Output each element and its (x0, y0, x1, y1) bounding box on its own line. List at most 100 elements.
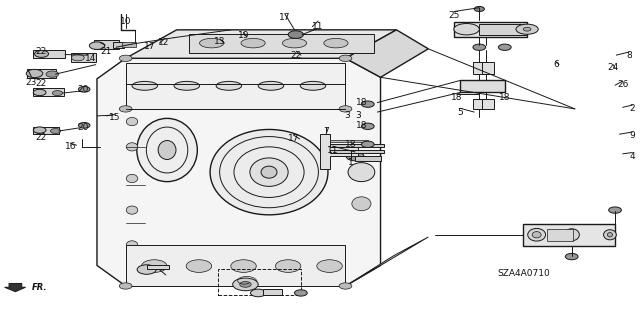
Text: 17: 17 (143, 42, 155, 51)
Circle shape (79, 86, 90, 92)
Ellipse shape (454, 24, 479, 35)
Text: FR.: FR. (32, 283, 47, 293)
Circle shape (250, 289, 266, 297)
Ellipse shape (300, 81, 326, 90)
Ellipse shape (564, 229, 579, 241)
Text: 12: 12 (158, 38, 170, 47)
Circle shape (79, 122, 90, 128)
Circle shape (33, 89, 46, 96)
Text: 10: 10 (120, 18, 131, 26)
Text: 1: 1 (348, 158, 353, 167)
Bar (330, 140, 368, 142)
Circle shape (90, 42, 104, 49)
Ellipse shape (174, 81, 200, 90)
Bar (27, 69, 56, 78)
Circle shape (609, 207, 621, 213)
Ellipse shape (126, 117, 138, 126)
Circle shape (26, 69, 43, 78)
Circle shape (473, 44, 486, 50)
Text: 4: 4 (629, 152, 635, 161)
Circle shape (339, 283, 352, 289)
Circle shape (339, 106, 352, 112)
Ellipse shape (528, 228, 545, 241)
Ellipse shape (158, 141, 176, 160)
Circle shape (46, 71, 59, 77)
Ellipse shape (524, 27, 531, 31)
Circle shape (119, 283, 132, 289)
Text: 8: 8 (626, 51, 632, 60)
Bar (479, 24, 527, 34)
Bar (523, 224, 615, 246)
Text: SZA4A0710: SZA4A0710 (497, 269, 550, 278)
Ellipse shape (324, 38, 348, 48)
Text: 18: 18 (451, 93, 463, 102)
Ellipse shape (126, 206, 138, 214)
Circle shape (33, 127, 46, 133)
Text: 22: 22 (35, 48, 47, 56)
Polygon shape (125, 30, 396, 58)
Bar (460, 80, 505, 93)
Ellipse shape (126, 174, 138, 182)
Circle shape (362, 123, 374, 130)
Ellipse shape (275, 260, 301, 272)
Text: 17: 17 (279, 13, 291, 22)
Text: 13: 13 (214, 37, 226, 46)
Text: 25: 25 (448, 11, 460, 20)
Text: 19: 19 (238, 31, 250, 40)
Ellipse shape (231, 260, 256, 272)
Text: 20: 20 (77, 123, 89, 132)
Text: 22: 22 (35, 133, 47, 142)
Text: 24: 24 (607, 63, 619, 72)
Ellipse shape (516, 24, 538, 34)
Ellipse shape (132, 81, 157, 90)
Bar (33, 127, 59, 134)
Text: 3: 3 (355, 111, 361, 120)
Circle shape (499, 44, 511, 50)
Ellipse shape (137, 118, 197, 182)
Ellipse shape (126, 143, 138, 151)
Bar (330, 150, 384, 153)
Circle shape (72, 55, 84, 61)
Text: 23: 23 (26, 78, 37, 87)
Bar (473, 62, 484, 74)
Text: 20: 20 (77, 85, 89, 94)
Bar (122, 42, 136, 47)
Bar (547, 229, 573, 241)
Bar (218, 269, 301, 295)
Circle shape (362, 101, 374, 107)
Bar (147, 265, 169, 269)
Circle shape (565, 253, 578, 260)
Text: 22: 22 (35, 79, 47, 88)
Text: 15: 15 (109, 113, 120, 122)
Ellipse shape (186, 260, 212, 272)
Bar (125, 245, 346, 286)
Ellipse shape (532, 232, 541, 238)
Bar (189, 33, 374, 53)
Text: 5: 5 (458, 108, 463, 116)
Polygon shape (97, 58, 381, 286)
Text: 17: 17 (287, 134, 299, 144)
Polygon shape (346, 30, 428, 77)
Ellipse shape (604, 230, 616, 240)
Bar (483, 62, 494, 74)
Bar (454, 22, 527, 37)
Bar (483, 100, 494, 109)
Text: 26: 26 (617, 80, 628, 89)
Bar (94, 40, 119, 49)
Bar (72, 53, 96, 62)
Polygon shape (346, 237, 428, 286)
Polygon shape (320, 134, 358, 169)
Circle shape (52, 91, 63, 96)
Ellipse shape (607, 233, 612, 237)
Ellipse shape (141, 260, 167, 272)
Text: 18: 18 (356, 98, 367, 107)
Bar (125, 63, 346, 109)
Circle shape (474, 6, 484, 11)
Circle shape (240, 282, 251, 287)
Text: 14: 14 (85, 54, 96, 63)
Circle shape (233, 278, 258, 291)
Bar (355, 156, 381, 161)
Ellipse shape (126, 241, 138, 249)
Bar (473, 100, 484, 109)
Text: 11: 11 (327, 145, 339, 154)
